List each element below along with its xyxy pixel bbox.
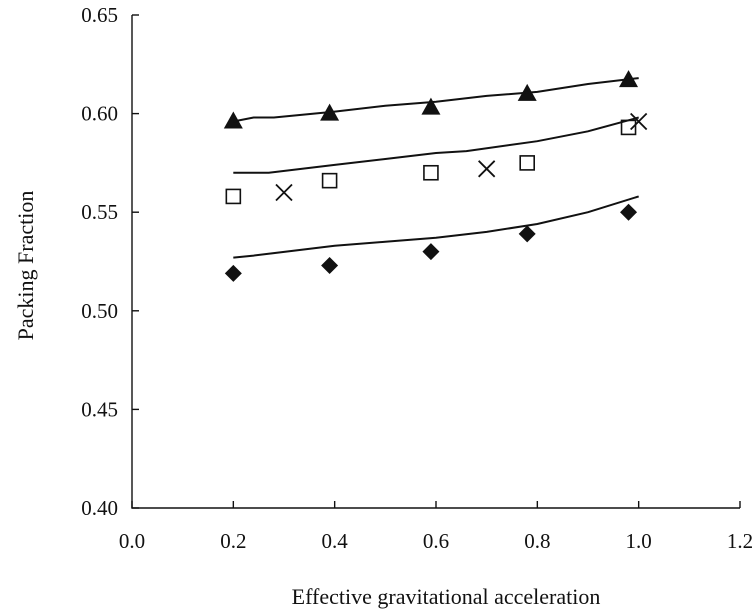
diamond-point [620, 203, 638, 221]
diamond-point [321, 256, 339, 274]
diamond-point [422, 243, 440, 261]
y-axis-label: Packing Fraction [13, 191, 38, 341]
x-tick-label: 0.8 [524, 529, 550, 553]
series-line [233, 116, 639, 174]
triangle-point [223, 111, 243, 129]
cross-point [478, 160, 496, 178]
plot-area [131, 15, 740, 509]
y-tick-label: 0.65 [81, 3, 118, 27]
x-axis-label: Effective gravitational acceleration [292, 584, 601, 609]
square-point [423, 164, 439, 181]
x-tick-label: 0.6 [423, 529, 449, 553]
y-tick-label: 0.40 [81, 496, 118, 520]
diamond-point [518, 225, 536, 243]
y-tick-label: 0.45 [81, 397, 118, 421]
y-tick-label: 0.50 [81, 299, 118, 323]
series-line [233, 195, 639, 259]
square-point [225, 188, 242, 205]
x-tick-label: 1.0 [626, 529, 652, 553]
axis-frame [131, 15, 740, 509]
x-tick-label: 0.4 [322, 529, 349, 553]
series-line [233, 77, 639, 123]
y-axis-ticks: 0.40 0.45 0.50 0.55 0.60 0.65 [81, 3, 139, 520]
square-point [321, 172, 338, 189]
square-point [519, 155, 536, 171]
x-axis-ticks: 0.0 0.2 0.4 0.6 0.8 1.0 1.2 [119, 501, 753, 553]
chart-marks [223, 70, 648, 282]
cross-point [630, 112, 648, 131]
triangle-point [421, 97, 441, 115]
cross-point [275, 183, 293, 202]
y-tick-label: 0.60 [81, 102, 118, 126]
x-tick-label: 0.2 [220, 529, 246, 553]
y-tick-label: 0.55 [81, 200, 118, 224]
x-tick-label: 0.0 [119, 529, 145, 553]
diamond-point [224, 264, 242, 282]
x-tick-label: 1.2 [727, 529, 753, 553]
